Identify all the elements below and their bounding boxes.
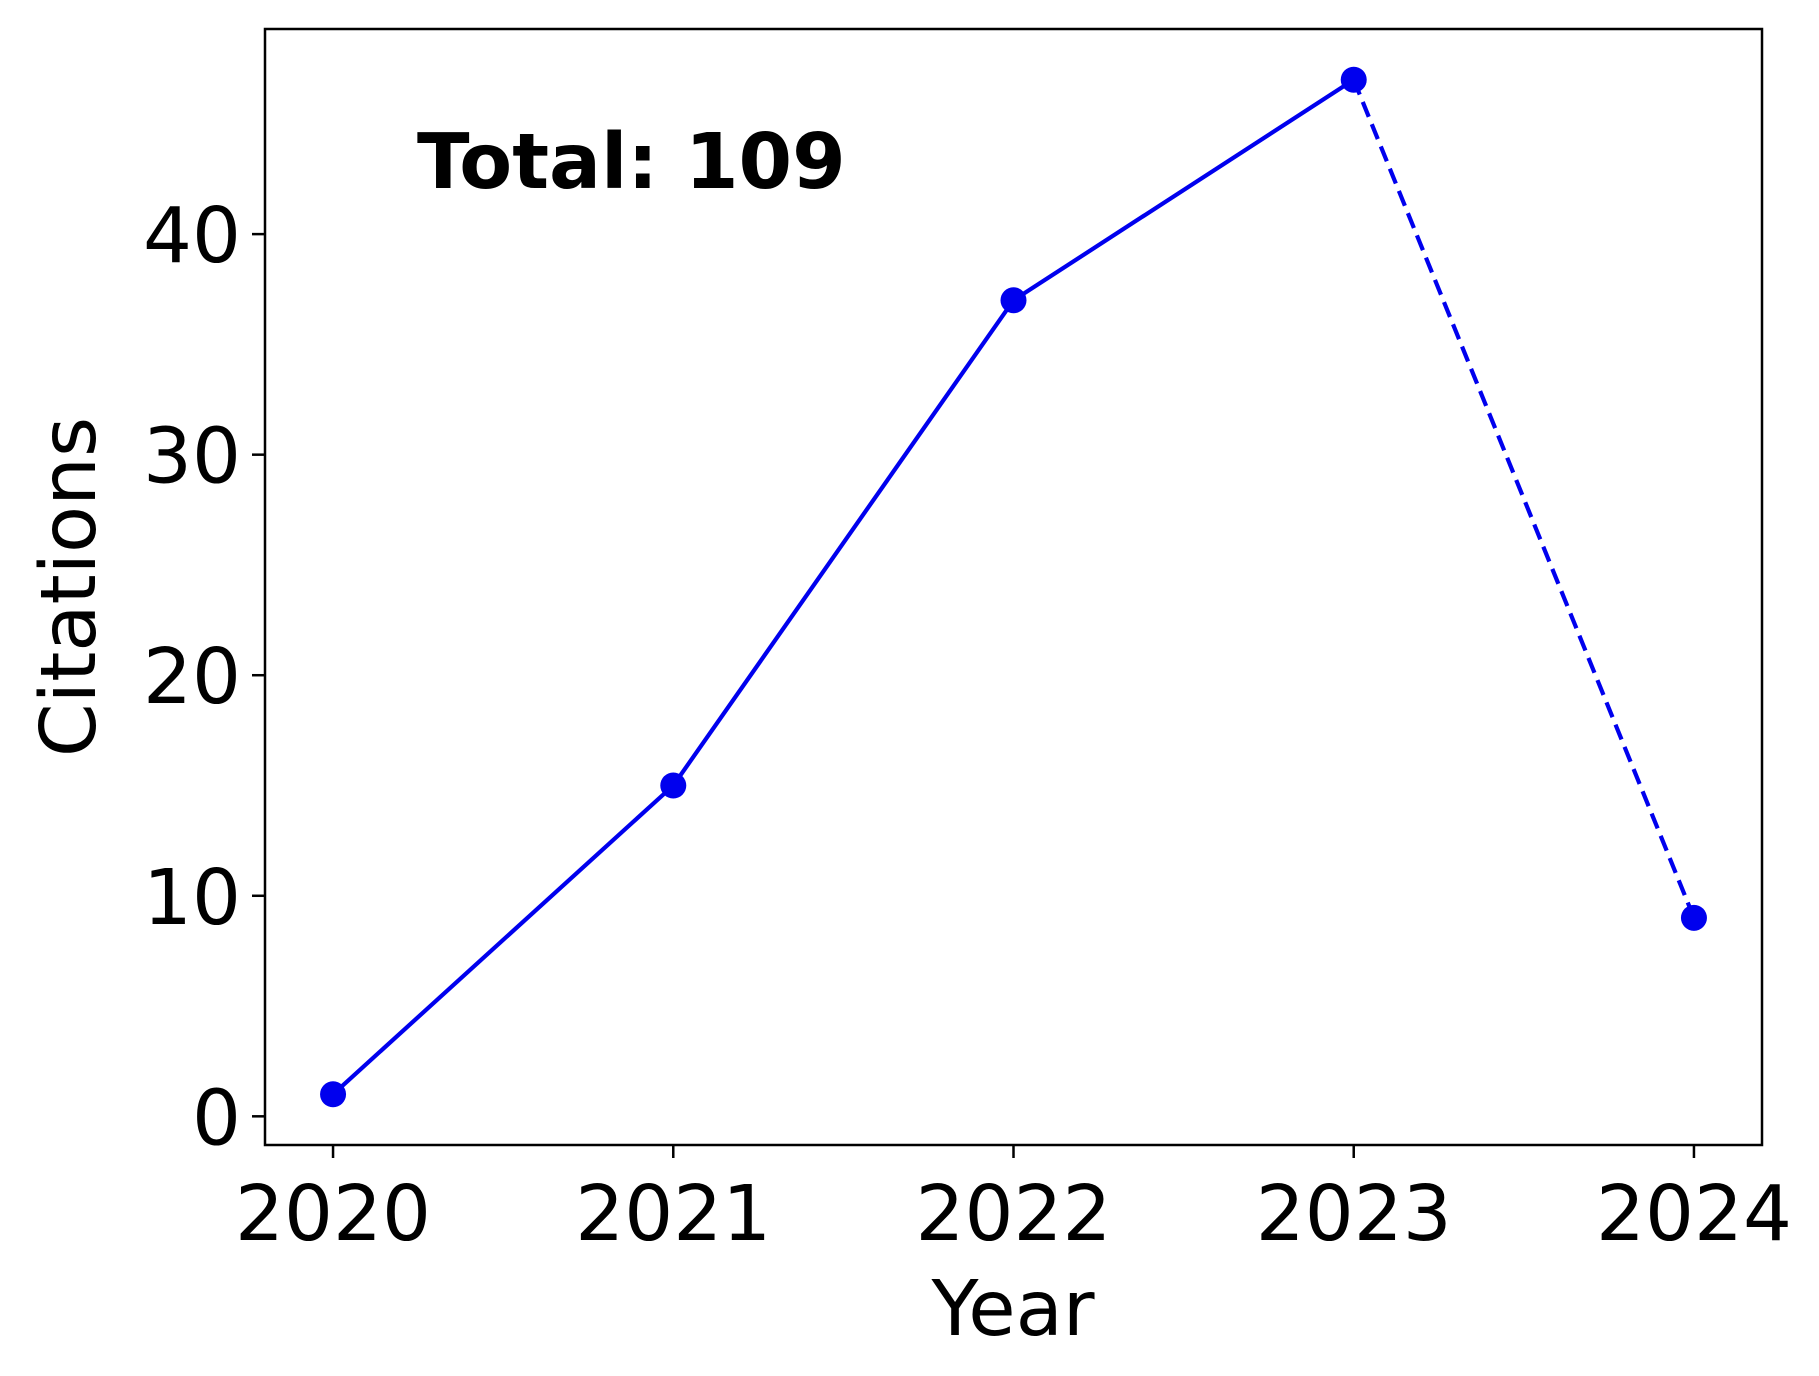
y-tick-label: 20 (143, 633, 241, 722)
y-tick-label: 40 (143, 192, 241, 281)
x-tick-label: 2022 (916, 1170, 1112, 1259)
y-tick-label: 30 (143, 413, 241, 502)
x-tick-label: 2023 (1256, 1170, 1452, 1259)
series-lines (331, 77, 1696, 1096)
data-point (660, 772, 687, 799)
y-axis-ticks: 0 10 20 30 40 (143, 192, 265, 1163)
x-tick-label: 2021 (575, 1170, 771, 1259)
series-segment (331, 783, 675, 1096)
y-axis-title: Citations (25, 417, 114, 757)
series-points (320, 66, 1707, 1108)
x-axis-title: Year (930, 1265, 1094, 1354)
data-point (1680, 904, 1707, 931)
series-segment-dashed (1351, 78, 1696, 919)
data-point (320, 1081, 347, 1108)
x-tick-label: 2024 (1596, 1170, 1792, 1259)
annotation-total: Total: 109 (417, 118, 846, 207)
series-segment (671, 299, 1016, 787)
series-segment (1012, 77, 1355, 303)
x-tick-label: 2020 (235, 1170, 431, 1259)
data-point (1340, 66, 1367, 93)
x-axis-ticks: 2020 2021 2022 2023 2024 (235, 1145, 1792, 1259)
data-point (1000, 287, 1027, 314)
y-tick-label: 0 (192, 1074, 241, 1163)
y-tick-label: 10 (143, 854, 241, 943)
